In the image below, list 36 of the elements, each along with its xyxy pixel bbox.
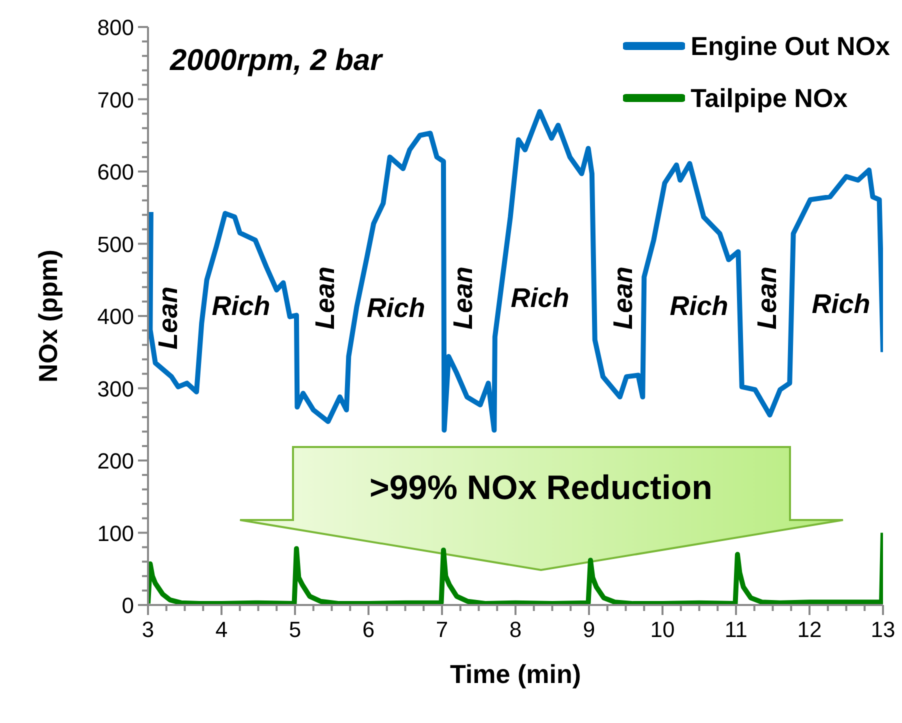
y-tick-label: 0 xyxy=(122,593,134,618)
x-tick-label: 6 xyxy=(362,617,375,642)
y-tick-label: 600 xyxy=(97,160,134,184)
annotation: Rich xyxy=(670,291,728,322)
y-axis-title: NOx (ppm) xyxy=(33,250,64,382)
x-tick-label: 11 xyxy=(724,617,748,642)
x-tick-label: 9 xyxy=(582,617,596,642)
y-tick-label: 400 xyxy=(97,304,134,329)
y-tick-label: 300 xyxy=(97,376,134,402)
x-tick-label: 12 xyxy=(797,617,822,642)
annotation: Rich xyxy=(812,289,870,320)
x-tick-label: 10 xyxy=(650,617,675,642)
y-tick-label: 200 xyxy=(97,448,134,474)
annotation: Lean xyxy=(448,266,478,330)
x-tick-label: 7 xyxy=(436,617,448,642)
annotation: Lean xyxy=(153,286,184,350)
x-axis-title: Time (min) xyxy=(450,659,581,689)
annotation: Lean xyxy=(752,266,782,330)
x-tick-label: 8 xyxy=(509,617,522,642)
x-tick-label: 5 xyxy=(288,617,302,642)
annotation: Rich xyxy=(510,283,570,314)
y-tick-label: 500 xyxy=(97,232,134,257)
x-tick-label: 13 xyxy=(870,617,896,642)
annotation: Lean xyxy=(608,266,638,330)
annotation: Rich xyxy=(366,293,426,324)
annotation: Lean xyxy=(310,266,340,330)
y-tick-label: 700 xyxy=(97,87,134,112)
text: 2000rpm, 2 bar xyxy=(170,44,382,78)
x-tick-label: 3 xyxy=(142,617,154,642)
legend-label: Tailpipe NOx xyxy=(690,82,848,114)
y-tick-label: 100 xyxy=(97,520,134,546)
legend-label: Engine Out NOx xyxy=(690,30,890,62)
annotation: Rich xyxy=(212,291,270,322)
y-tick-label: 800 xyxy=(97,15,134,40)
annotation: >99% NOx Reduction xyxy=(370,468,712,507)
x-tick-label: 4 xyxy=(215,617,228,642)
